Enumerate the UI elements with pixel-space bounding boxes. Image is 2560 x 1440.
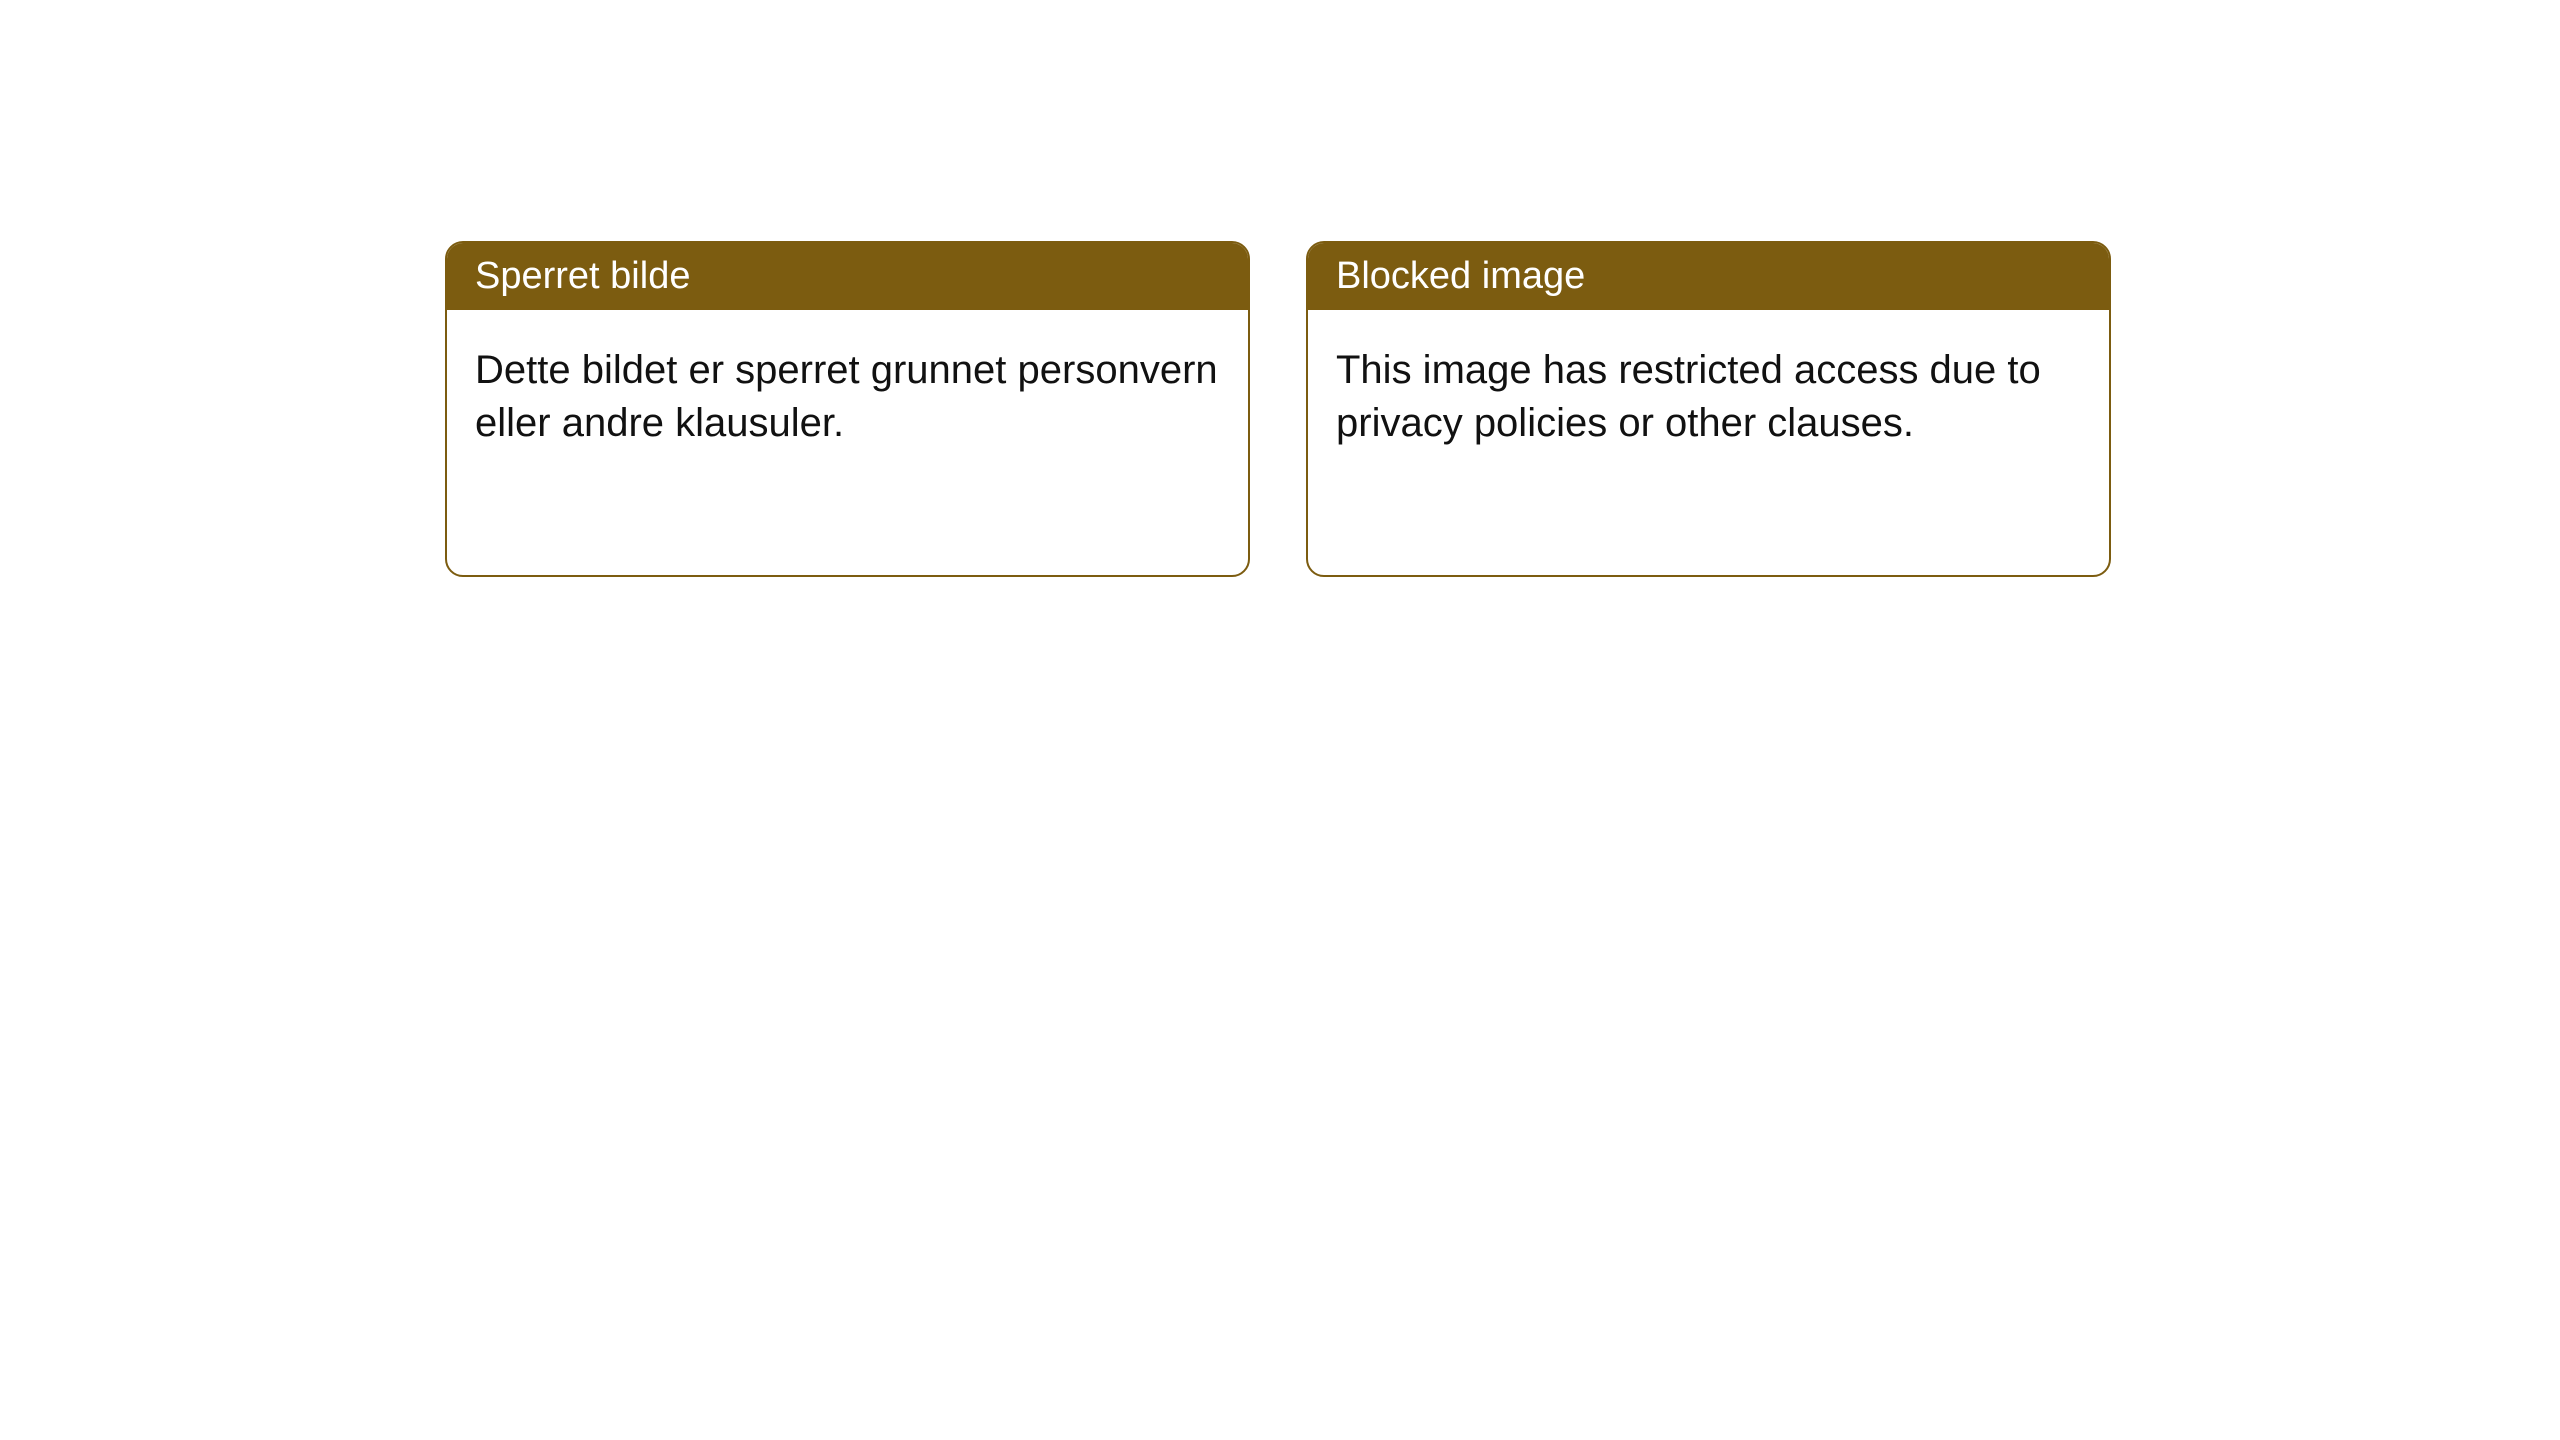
notice-card-norwegian: Sperret bilde Dette bildet er sperret gr… [445,241,1250,577]
notice-title: Sperret bilde [447,243,1248,310]
notice-container: Sperret bilde Dette bildet er sperret gr… [0,0,2560,577]
notice-card-english: Blocked image This image has restricted … [1306,241,2111,577]
notice-body: Dette bildet er sperret grunnet personve… [447,310,1248,484]
notice-body: This image has restricted access due to … [1308,310,2109,484]
notice-title: Blocked image [1308,243,2109,310]
